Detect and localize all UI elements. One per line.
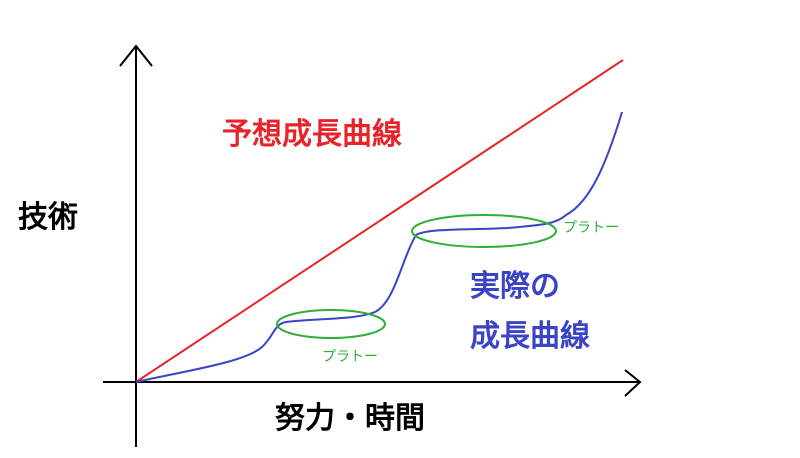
plateau-label-2: プラトー — [563, 220, 619, 236]
plateau-label-1: プラトー — [322, 349, 378, 365]
expected-curve-label: 予想成長曲線 — [222, 117, 402, 152]
actual-curve-label-line1: 実際の — [470, 269, 560, 304]
y-axis-arrowhead — [119, 44, 153, 67]
plateau-ellipse-2 — [411, 214, 557, 248]
actual-growth-curve — [135, 111, 623, 383]
plateau-ellipse-1 — [276, 309, 386, 339]
x-axis-label: 努力・時間 — [275, 401, 425, 436]
expected-growth-line — [135, 59, 624, 383]
y-axis-label: 技術 — [18, 200, 78, 235]
actual-curve-label-line2: 成長曲線 — [470, 319, 590, 354]
x-axis-arrowhead — [624, 369, 642, 397]
